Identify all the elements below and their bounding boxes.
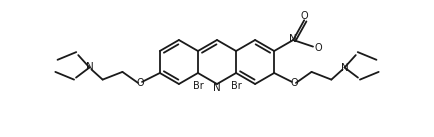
Text: O: O — [300, 11, 308, 21]
Text: O: O — [314, 43, 322, 53]
Text: N: N — [289, 34, 297, 44]
Text: N: N — [213, 83, 221, 93]
Text: N: N — [341, 62, 349, 72]
Text: O: O — [136, 78, 144, 88]
Text: O: O — [290, 78, 298, 88]
Text: Br: Br — [193, 81, 203, 91]
Text: N: N — [85, 62, 93, 72]
Text: Br: Br — [231, 81, 241, 91]
